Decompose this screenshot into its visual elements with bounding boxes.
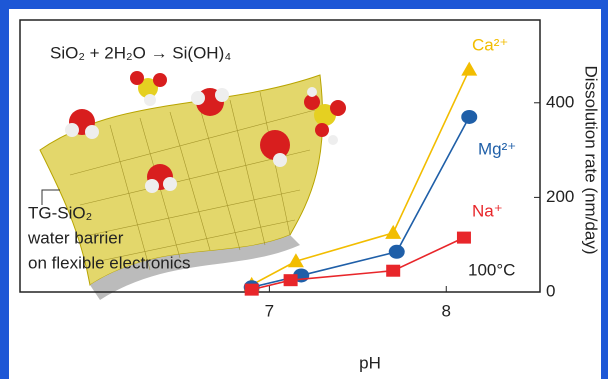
series-line bbox=[251, 236, 465, 291]
marker bbox=[385, 224, 402, 239]
marker bbox=[456, 231, 471, 244]
y-tick-label: 0 bbox=[546, 281, 555, 300]
y-tick-label: 400 bbox=[546, 92, 574, 111]
annotation: water barrier bbox=[27, 228, 124, 247]
x-axis-label: pH bbox=[359, 353, 381, 372]
molecules bbox=[65, 71, 346, 193]
illustration bbox=[39, 71, 346, 300]
x-tick-label: 7 bbox=[265, 301, 274, 320]
temperature-label: 100°C bbox=[468, 260, 515, 279]
equation: SiO₂ + 2H₂O → Si(OH)₄ bbox=[50, 43, 231, 62]
marker bbox=[283, 274, 298, 287]
marker bbox=[461, 61, 478, 76]
marker bbox=[386, 264, 401, 277]
plot-frame bbox=[19, 19, 541, 293]
marker bbox=[461, 109, 478, 124]
series-label: Mg²⁺ bbox=[478, 139, 516, 158]
film-edge bbox=[90, 235, 300, 300]
callout-line bbox=[41, 189, 60, 205]
y-axis-label: Dissolution rate (nm/day) bbox=[582, 66, 601, 255]
y-tick-label: 200 bbox=[546, 187, 574, 206]
annotation: TG-SiO₂ bbox=[28, 203, 92, 222]
marker bbox=[244, 283, 259, 296]
x-tick-label: 8 bbox=[442, 301, 451, 320]
series-label: Na⁺ bbox=[472, 201, 503, 220]
marker bbox=[287, 253, 304, 268]
marker bbox=[388, 244, 405, 259]
series-label: Ca²⁺ bbox=[472, 35, 508, 54]
annotation: on flexible electronics bbox=[28, 253, 191, 272]
series-line bbox=[251, 116, 470, 289]
series-line bbox=[251, 69, 470, 286]
